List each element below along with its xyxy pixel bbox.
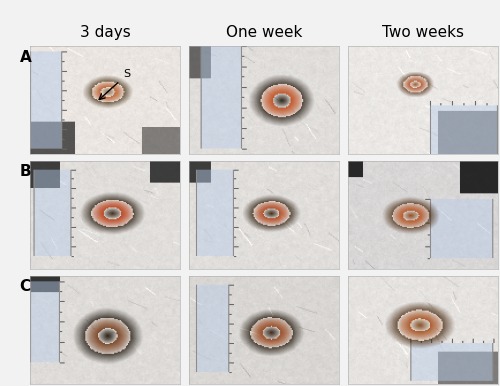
Text: 3 days: 3 days bbox=[80, 25, 130, 40]
Text: B: B bbox=[20, 164, 31, 179]
Text: A: A bbox=[20, 49, 32, 64]
Text: One week: One week bbox=[226, 25, 302, 40]
Text: C: C bbox=[20, 279, 30, 295]
Text: Two weeks: Two weeks bbox=[382, 25, 464, 40]
Text: S: S bbox=[123, 69, 130, 79]
